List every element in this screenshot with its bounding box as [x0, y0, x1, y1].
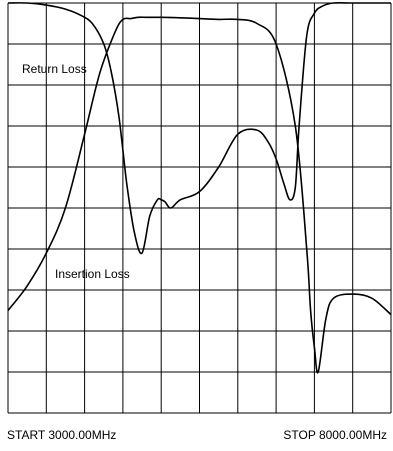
- insertion-loss-label: Insertion Loss: [55, 267, 130, 281]
- return-loss-trace: [7, 1, 391, 255]
- traces: [7, 1, 392, 374]
- stop-frequency-label: STOP 8000.00MHz: [283, 428, 387, 442]
- chart-plot: Return Loss Insertion Loss: [7, 1, 392, 414]
- start-frequency-label: START 3000.00MHz: [7, 428, 117, 442]
- insertion-loss-trace: [7, 16, 392, 374]
- grid: [7, 2, 392, 414]
- return-loss-label: Return Loss: [22, 62, 87, 76]
